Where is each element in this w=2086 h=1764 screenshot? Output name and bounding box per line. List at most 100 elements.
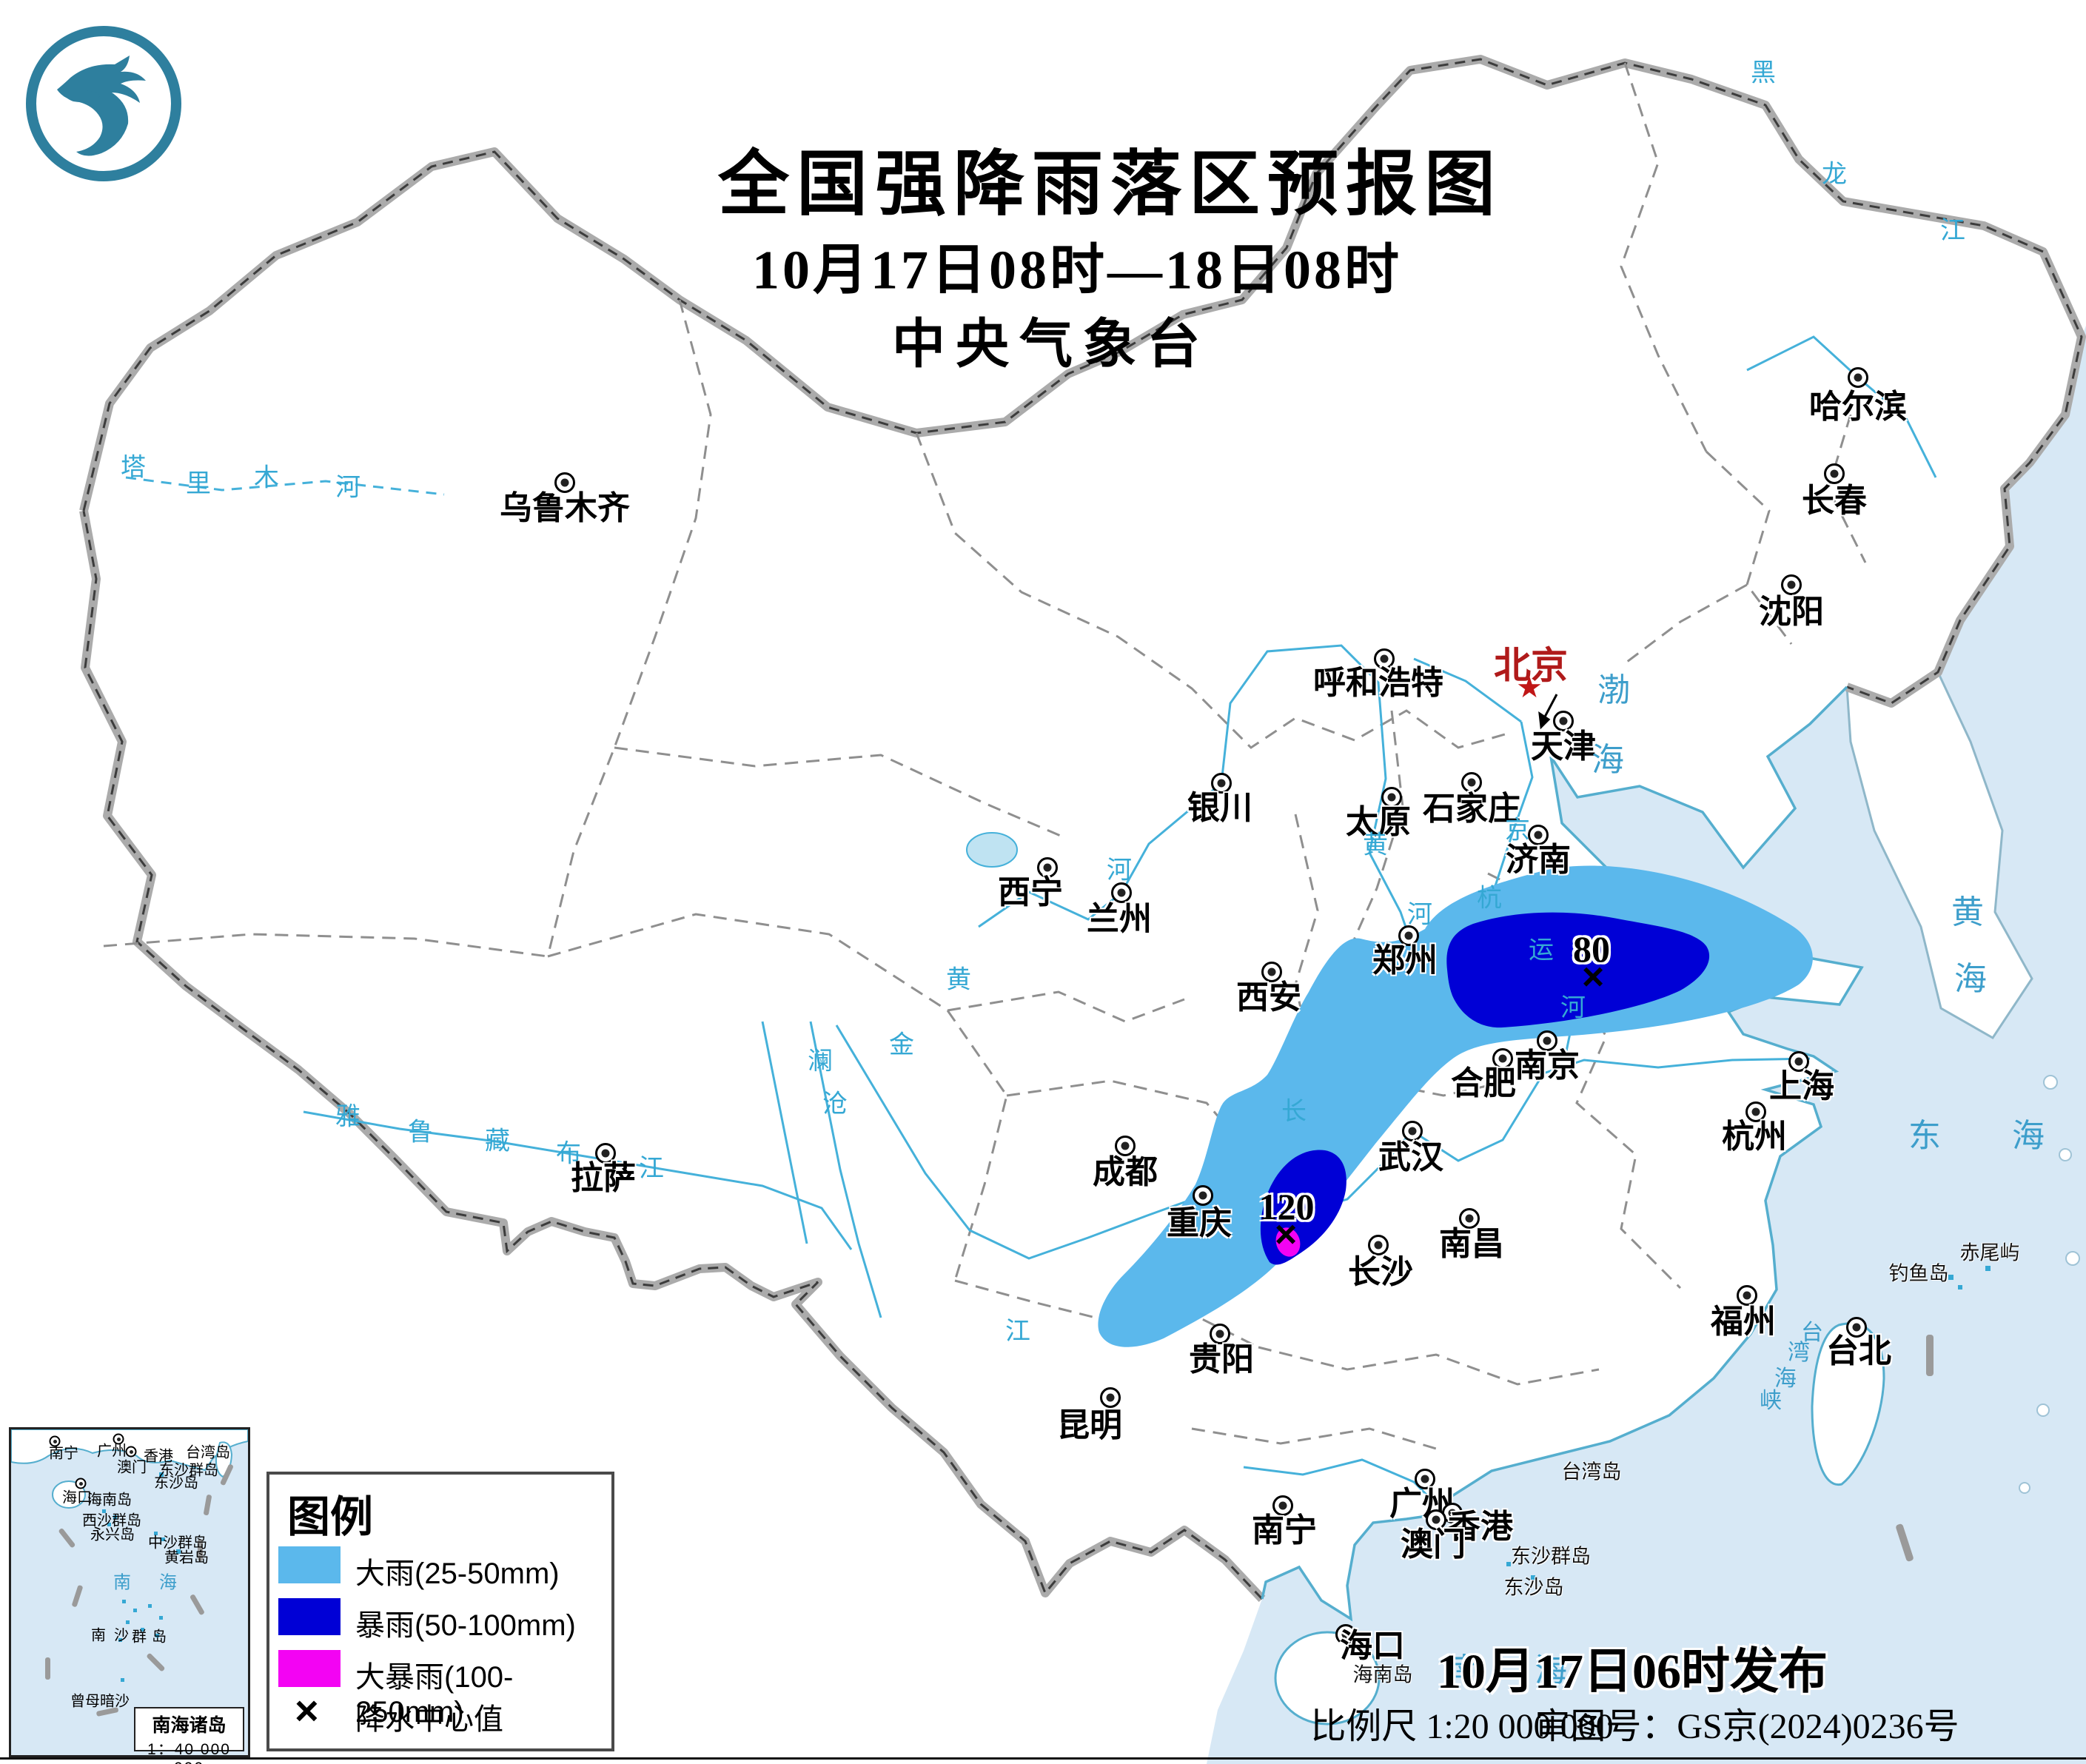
inset-label: 广州 bbox=[97, 1443, 127, 1460]
inset-label: 东沙岛 bbox=[154, 1475, 198, 1492]
city-dot bbox=[1211, 773, 1232, 794]
city-label: 天津 bbox=[1531, 728, 1596, 765]
inset-label: 香港 bbox=[144, 1448, 173, 1465]
boundary-dash-segments bbox=[1896, 1335, 1934, 1562]
rain-area-storm-north bbox=[1446, 912, 1710, 1028]
precip-center-value: 80 bbox=[1573, 928, 1610, 970]
city-label: 郑州 bbox=[1372, 942, 1438, 979]
water-label: 江 bbox=[1005, 1318, 1030, 1346]
city-dot bbox=[1848, 367, 1868, 388]
city-label: 杭州 bbox=[1722, 1119, 1787, 1155]
legend-row: 大暴雨(100-250mm) bbox=[269, 1650, 611, 1728]
city-dot bbox=[1261, 962, 1282, 982]
map-title: 全国强降雨落区预报图 bbox=[718, 144, 1503, 224]
city-label: 拉萨 bbox=[571, 1160, 636, 1196]
beijing-leader-arrow bbox=[1538, 694, 1558, 730]
city-label: 乌鲁木齐 bbox=[500, 490, 630, 526]
island-label: 钓鱼岛 bbox=[1888, 1262, 1949, 1285]
city-label: 昆明 bbox=[1057, 1407, 1122, 1443]
water-label: 黄 bbox=[946, 966, 971, 994]
water-label: 河 bbox=[1407, 901, 1432, 929]
water-label: 河 bbox=[335, 474, 360, 502]
precip-center-value: 120 bbox=[1258, 1186, 1315, 1227]
water-label: 南 bbox=[1448, 1652, 1480, 1688]
approval-number: 审图号：GS京(2024)0236号 bbox=[1535, 1707, 1959, 1746]
water-label: 台 bbox=[1801, 1321, 1823, 1345]
city-dot bbox=[1368, 1235, 1389, 1255]
legend-swatch bbox=[278, 1650, 341, 1687]
taiwan-island bbox=[1811, 1322, 1885, 1486]
legend-row-center: × 降水中心值 bbox=[269, 1687, 611, 1736]
small-island-dots bbox=[1506, 1266, 1991, 1580]
city-label: 澳门 bbox=[1401, 1526, 1466, 1563]
island-label: 海南岛 bbox=[1352, 1663, 1413, 1686]
inset-label: 永兴岛 bbox=[90, 1526, 135, 1543]
city-label: 南京 bbox=[1515, 1047, 1580, 1084]
inset-city-dot bbox=[125, 1446, 137, 1458]
legend-label: 降水中心值 bbox=[355, 1703, 503, 1736]
city-label: 呼和浩特 bbox=[1313, 665, 1443, 701]
offshore-islets bbox=[2019, 1075, 2080, 1494]
water-label: 龙 bbox=[1822, 161, 1847, 189]
city-label: 兰州 bbox=[1087, 901, 1152, 937]
water-label: 峡 bbox=[1760, 1389, 1782, 1413]
city-label: 海口 bbox=[1340, 1628, 1405, 1664]
legend-label: 大雨(25-50mm) bbox=[355, 1557, 560, 1590]
inset-label: 曾母暗沙 bbox=[70, 1693, 130, 1710]
inset-caption: 南海诸岛 1：40 000 000 bbox=[134, 1707, 244, 1764]
inset-label: 群 bbox=[132, 1629, 147, 1646]
cma-dragon-logo bbox=[26, 26, 181, 181]
qinghai-lake bbox=[966, 832, 1018, 868]
capital-star-icon: ★ bbox=[1516, 671, 1543, 704]
inset-caption-scale: 1：40 000 000 bbox=[147, 1741, 231, 1764]
city-label: 西安 bbox=[1236, 979, 1301, 1016]
precip-center-mark: × bbox=[1581, 956, 1605, 999]
neatline-bottom bbox=[0, 1757, 2086, 1760]
city-label: 武汉 bbox=[1378, 1139, 1443, 1176]
inset-label: 海南岛 bbox=[87, 1492, 132, 1509]
inset-label: 台湾岛 bbox=[186, 1444, 230, 1461]
city-dot bbox=[1115, 1136, 1136, 1156]
hainan-island bbox=[1274, 1631, 1381, 1726]
water-label: 里 bbox=[186, 470, 211, 498]
inset-label: 黄岩岛 bbox=[164, 1549, 209, 1566]
city-label: 南宁 bbox=[1252, 1512, 1317, 1549]
inset-label: 南 bbox=[91, 1627, 106, 1644]
city-label: 长沙 bbox=[1348, 1254, 1413, 1290]
city-dot bbox=[1037, 857, 1058, 878]
issuing-agency: 中央气象台 bbox=[891, 315, 1211, 375]
city-dot bbox=[1459, 1208, 1480, 1229]
inset-city-dot bbox=[113, 1433, 124, 1445]
city-label: 重庆 bbox=[1167, 1205, 1232, 1241]
inset-label: 东沙群岛 bbox=[159, 1462, 218, 1479]
water-label: 黄 bbox=[1363, 831, 1388, 859]
city-dot bbox=[1553, 711, 1574, 731]
map-scale-text: 比例尺 1:20 000 000 bbox=[1310, 1707, 1614, 1746]
city-label: 长春 bbox=[1802, 483, 1867, 519]
city-label: 合肥 bbox=[1451, 1065, 1516, 1101]
city-dot bbox=[1210, 1324, 1230, 1344]
water-label: 海 bbox=[1592, 742, 1624, 778]
water-label: 河 bbox=[1560, 994, 1586, 1022]
city-dot bbox=[1415, 1469, 1435, 1489]
water-label: 黄 bbox=[1951, 894, 1984, 930]
city-dot bbox=[1272, 1495, 1293, 1516]
city-label: 福州 bbox=[1711, 1304, 1776, 1340]
inset-label: 南 bbox=[113, 1573, 131, 1593]
inset-city-dot bbox=[75, 1478, 87, 1489]
inset-city-dot bbox=[49, 1435, 61, 1447]
water-label: 杭 bbox=[1477, 885, 1502, 913]
legend-swatch bbox=[278, 1598, 341, 1635]
city-dot bbox=[1788, 1051, 1809, 1072]
city-dot bbox=[1824, 463, 1845, 484]
water-label: 鲁 bbox=[408, 1119, 433, 1147]
city-dot bbox=[1111, 882, 1132, 903]
city-dot bbox=[1781, 574, 1802, 595]
inset-label: 澳门 bbox=[117, 1459, 147, 1476]
city-label: 成都 bbox=[1093, 1154, 1158, 1190]
coastline bbox=[1261, 685, 1864, 1622]
water-label: 海 bbox=[1954, 961, 1987, 997]
legend-label: 大暴雨(100-250mm) bbox=[355, 1661, 514, 1728]
